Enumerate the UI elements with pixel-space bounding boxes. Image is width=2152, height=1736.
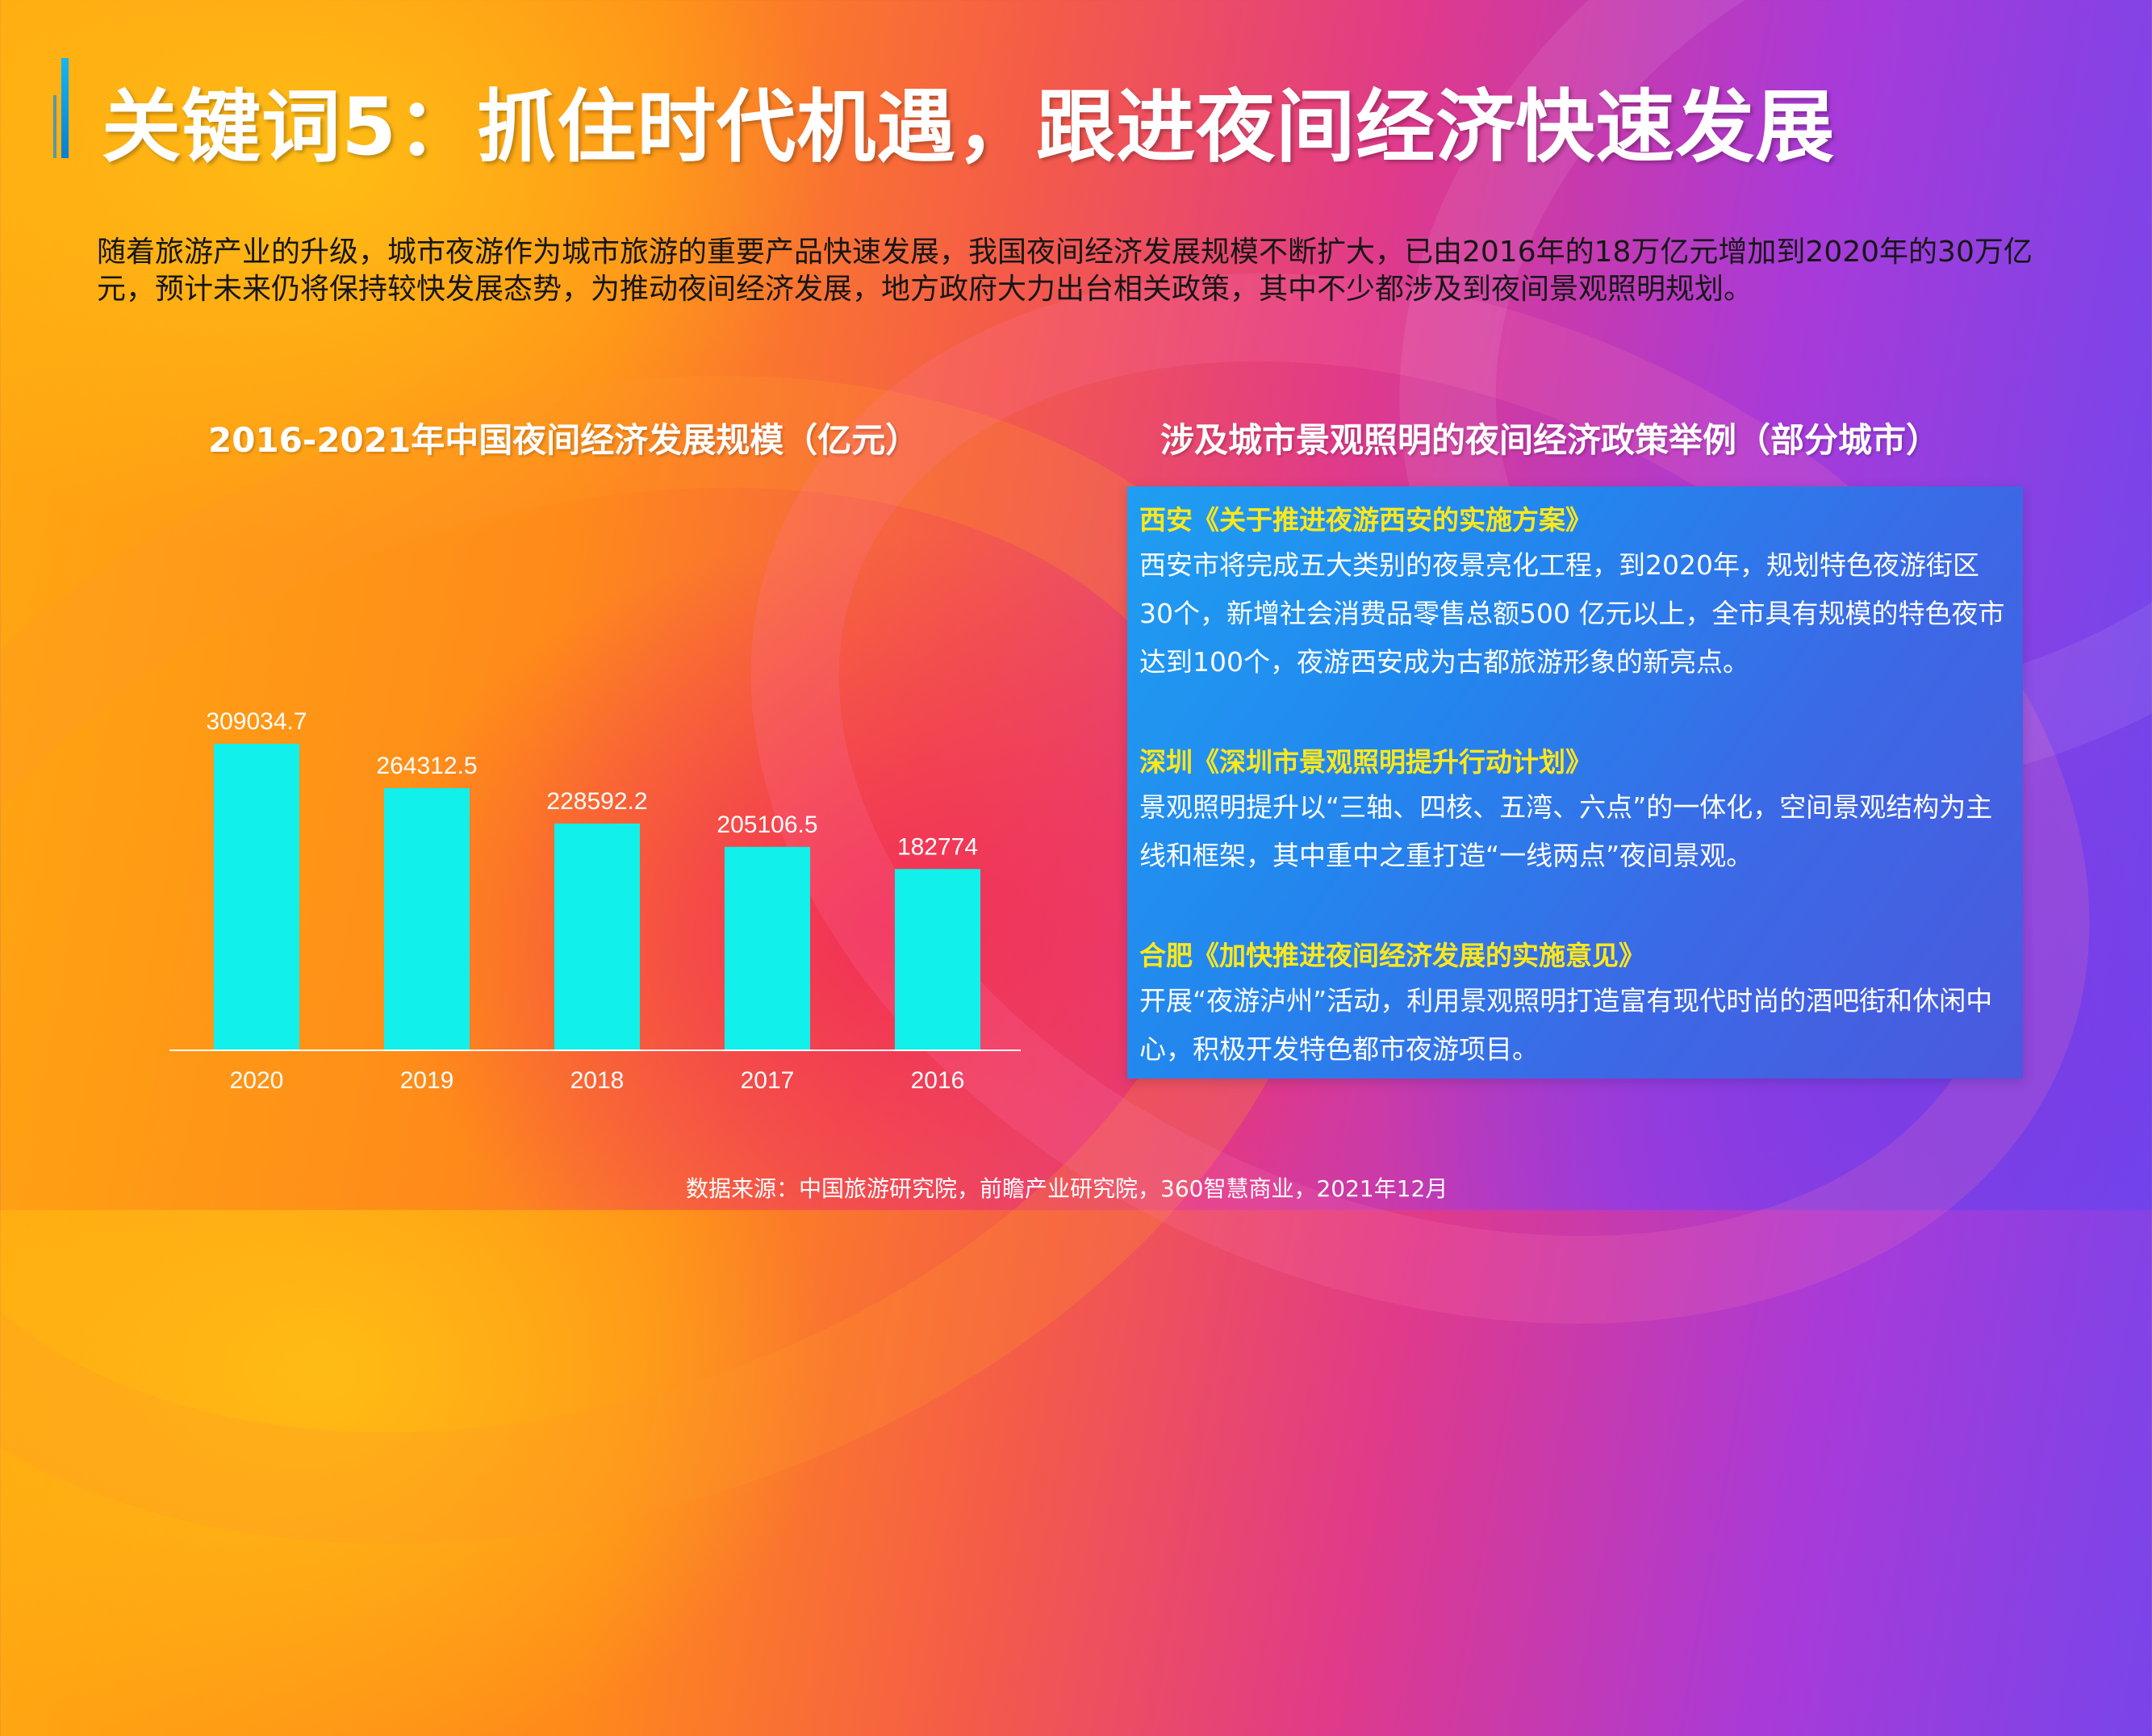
value-label-2016: 182774 [897, 833, 978, 860]
policy-panel: 西安《关于推进夜游西安的实施方案》 西安市将完成五大类别的夜景亮化工程，到202… [1127, 486, 2023, 1079]
x-tick-label-2017: 2017 [741, 1067, 795, 1094]
title-accent-bar-secondary [53, 95, 56, 158]
page-title: 关键词5：抓住时代机遇，跟进夜间经济快速发展 [102, 81, 1836, 173]
policy-heading: 合肥《加快推进夜间经济发展的实施意见》 [1139, 940, 1645, 971]
bar-2018 [554, 823, 640, 1050]
bar-chart: 309034.7 2020 264312.5 2019 228592.2 2018 2051… [169, 708, 1021, 1094]
bar-2019 [384, 787, 470, 1050]
policy-text: 西安市将完成五大类别的夜景亮化工程，到2020年，规划特色夜游街区30个，新增社… [1139, 549, 2005, 678]
chart-title: 2016-2021年中国夜间经济发展规模（亿元） [208, 420, 920, 460]
policy-item-shenzhen: 深圳《深圳市景观照明提升行动计划》 景观照明提升以“三轴、四核、五湾、六点”的一… [1139, 745, 2011, 880]
x-tick-label-2019: 2019 [400, 1067, 454, 1094]
title-accent-bar [61, 58, 69, 158]
value-label-2019: 264312.5 [376, 753, 477, 779]
bar-2016 [895, 869, 980, 1050]
x-tick-label-2020: 2020 [230, 1067, 284, 1094]
value-label-2020: 309034.7 [206, 708, 307, 735]
policy-heading: 深圳《深圳市景观照明提升行动计划》 [1139, 746, 1592, 778]
x-tick-label-2018: 2018 [570, 1067, 625, 1094]
bar-2020 [214, 744, 299, 1050]
bar-2017 [725, 846, 810, 1050]
policy-heading: 西安《关于推进夜游西安的实施方案》 [1139, 504, 1592, 536]
value-label-2017: 205106.5 [717, 812, 817, 838]
policy-text: 开展“夜游泸州”活动，利用景观照明打造富有现代时尚的酒吧街和休闲中心，积极开发特… [1139, 985, 1993, 1065]
data-source-note: 数据来源：中国旅游研究院，前瞻产业研究院，360智慧商业，2021年12月 [686, 1175, 1448, 1202]
policy-section-title: 涉及城市景观照明的夜间经济政策举例（部分城市） [1160, 420, 1941, 460]
x-tick-label-2016: 2016 [911, 1067, 965, 1094]
policy-item-xian: 西安《关于推进夜游西安的实施方案》 西安市将完成五大类别的夜景亮化工程，到202… [1139, 503, 2011, 686]
policy-item-hefei: 合肥《加快推进夜间经济发展的实施意见》 开展“夜游泸州”活动，利用景观照明打造富… [1139, 938, 2011, 1074]
intro-paragraph: 随着旅游产业的升级，城市夜游作为城市旅游的重要产品快速发展，我国夜间经济发展规模… [97, 236, 2033, 306]
value-label-2018: 228592.2 [546, 788, 647, 815]
policy-text: 景观照明提升以“三轴、四核、五湾、六点”的一体化，空间景观结构为主线和框架，其中… [1139, 791, 1993, 871]
